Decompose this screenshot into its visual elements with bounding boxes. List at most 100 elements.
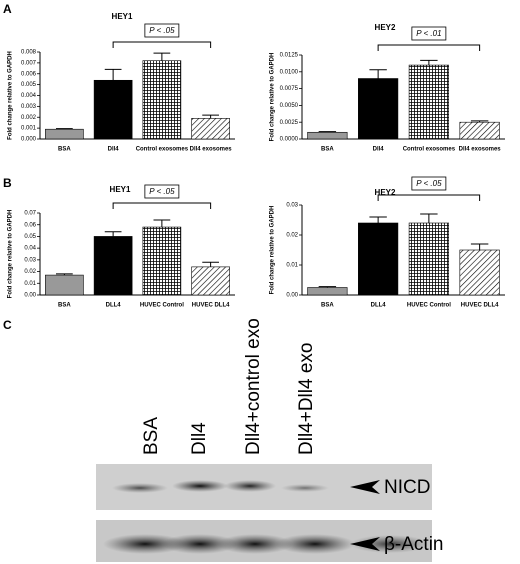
error-bar [420, 59, 438, 66]
y-axis-label: Fold change relative to GAPDH [270, 53, 276, 142]
y-tick-label: 0.008 [21, 50, 37, 56]
blot-actin [96, 520, 432, 562]
x-tick-label: BSA [58, 303, 71, 309]
x-tick-label: Dll4 [108, 147, 120, 153]
error-bar [153, 52, 171, 61]
error-bar [470, 243, 489, 250]
annotation-box [144, 23, 180, 38]
bar [93, 236, 133, 296]
y-tick-label: 0.005 [21, 82, 37, 88]
bar [142, 226, 182, 296]
chart: B HEY1 Fold change relative to GAPDH 0.00 0.… [3, 176, 235, 309]
significance-bracket [377, 194, 481, 201]
bar [142, 60, 182, 140]
significance-bracket [377, 44, 481, 51]
error-bar [318, 286, 337, 288]
lane-label: BSA [141, 417, 162, 455]
y-tick-label: 0.003 [21, 104, 37, 110]
lane-label: Dll4+Dll4 exo [296, 343, 317, 455]
annotation: P < .01 [416, 29, 441, 38]
y-axis-label: Fold change relative to GAPDH [8, 210, 14, 299]
y-tick-label: 0.0025 [280, 120, 299, 126]
arrow [350, 537, 380, 551]
bar [408, 64, 449, 140]
y-tick-label: 0.03 [24, 257, 36, 263]
y-tick-label: 0.05 [24, 234, 36, 240]
chart: HEY2 Fold change relative to GAPDH 0.0000 0… [270, 23, 505, 153]
y-tick-label: 0.00 [286, 293, 298, 299]
error-bar [470, 120, 489, 123]
y-tick-label: 0.01 [286, 263, 298, 269]
x-tick-label: Control exosomes [403, 147, 456, 153]
blot-nicd [96, 464, 432, 510]
chart-title: HEY2 [375, 188, 396, 197]
y-tick-label: 0.02 [286, 233, 298, 239]
error-bar [318, 131, 337, 133]
y-tick-label: 0.000 [21, 137, 37, 143]
annotation: P < .05 [149, 26, 175, 35]
band-label: β-Actin [384, 534, 444, 555]
bar [45, 128, 84, 140]
annotation-box [144, 184, 180, 199]
error-bar [56, 128, 73, 130]
y-tick-label: 0.02 [24, 269, 36, 275]
y-tick-label: 0.001 [21, 126, 37, 132]
chart-title: HEY1 [112, 12, 133, 21]
bar [459, 121, 500, 140]
y-tick-label: 0.06 [24, 222, 36, 228]
arrow [350, 480, 380, 494]
chart-title: HEY2 [375, 23, 396, 32]
x-tick-label: HUVEC Control [140, 303, 184, 309]
annotation: P < .05 [149, 187, 175, 196]
band-label: NICD [384, 477, 430, 498]
y-tick-label: 0.0000 [280, 137, 299, 143]
error-bar [202, 261, 219, 267]
y-tick-label: 0.01 [24, 281, 36, 287]
lane-label: Dll4 [189, 422, 210, 455]
x-tick-label: HUVEC Control [407, 303, 451, 309]
y-axis-label: Fold change relative to GAPDH [270, 206, 276, 295]
error-bar [369, 69, 387, 79]
blot-lane-labels: BSA Dll4 Dll4+control exo Dll4+Dll4 exo [141, 318, 317, 455]
y-tick-label: 0.04 [24, 246, 36, 252]
y-tick-label: 0.03 [286, 203, 298, 209]
bar [93, 79, 133, 140]
annotation-box [411, 176, 447, 191]
x-tick-label: DLL4 [371, 303, 387, 309]
y-tick-label: 0.07 [24, 211, 36, 217]
error-bar [369, 216, 387, 223]
x-tick-label: BSA [58, 147, 71, 153]
bar [45, 274, 84, 296]
x-tick-label: Control exosomes [136, 147, 189, 153]
y-tick-label: 0.0125 [280, 53, 299, 59]
y-axis-label: Fold change relative to GAPDH [8, 51, 14, 140]
panel-letter: B [3, 176, 12, 190]
error-bar [202, 114, 219, 119]
bar [307, 287, 348, 296]
y-tick-label: 0.006 [21, 71, 37, 77]
x-tick-label: HUVEC DLL4 [461, 303, 499, 309]
x-tick-label: Dll4 exosomes [190, 147, 233, 153]
panel-letter: A [3, 2, 12, 16]
x-tick-label: DLL4 [106, 303, 122, 309]
bar [358, 78, 399, 140]
bar [191, 118, 230, 140]
chart-title: HEY1 [110, 185, 131, 194]
error-bar [56, 273, 73, 276]
annotation-box [411, 26, 447, 41]
error-bar [420, 213, 438, 223]
significance-bracket [112, 41, 212, 48]
error-bar [104, 68, 122, 81]
y-tick-label: 0.007 [21, 60, 37, 66]
bar [191, 266, 230, 296]
y-tick-label: 0.004 [21, 93, 37, 99]
chart: A HEY1 Fold change relative to GAPDH 0.000 0… [3, 2, 235, 153]
x-tick-label: BSA [321, 303, 334, 309]
significance-bracket [112, 202, 212, 209]
y-tick-label: 0.0050 [280, 103, 299, 109]
bar [358, 222, 399, 296]
y-tick-label: 0.0075 [280, 86, 299, 92]
y-tick-label: 0.00 [24, 293, 36, 299]
lane-label: Dll4+control exo [243, 318, 264, 455]
